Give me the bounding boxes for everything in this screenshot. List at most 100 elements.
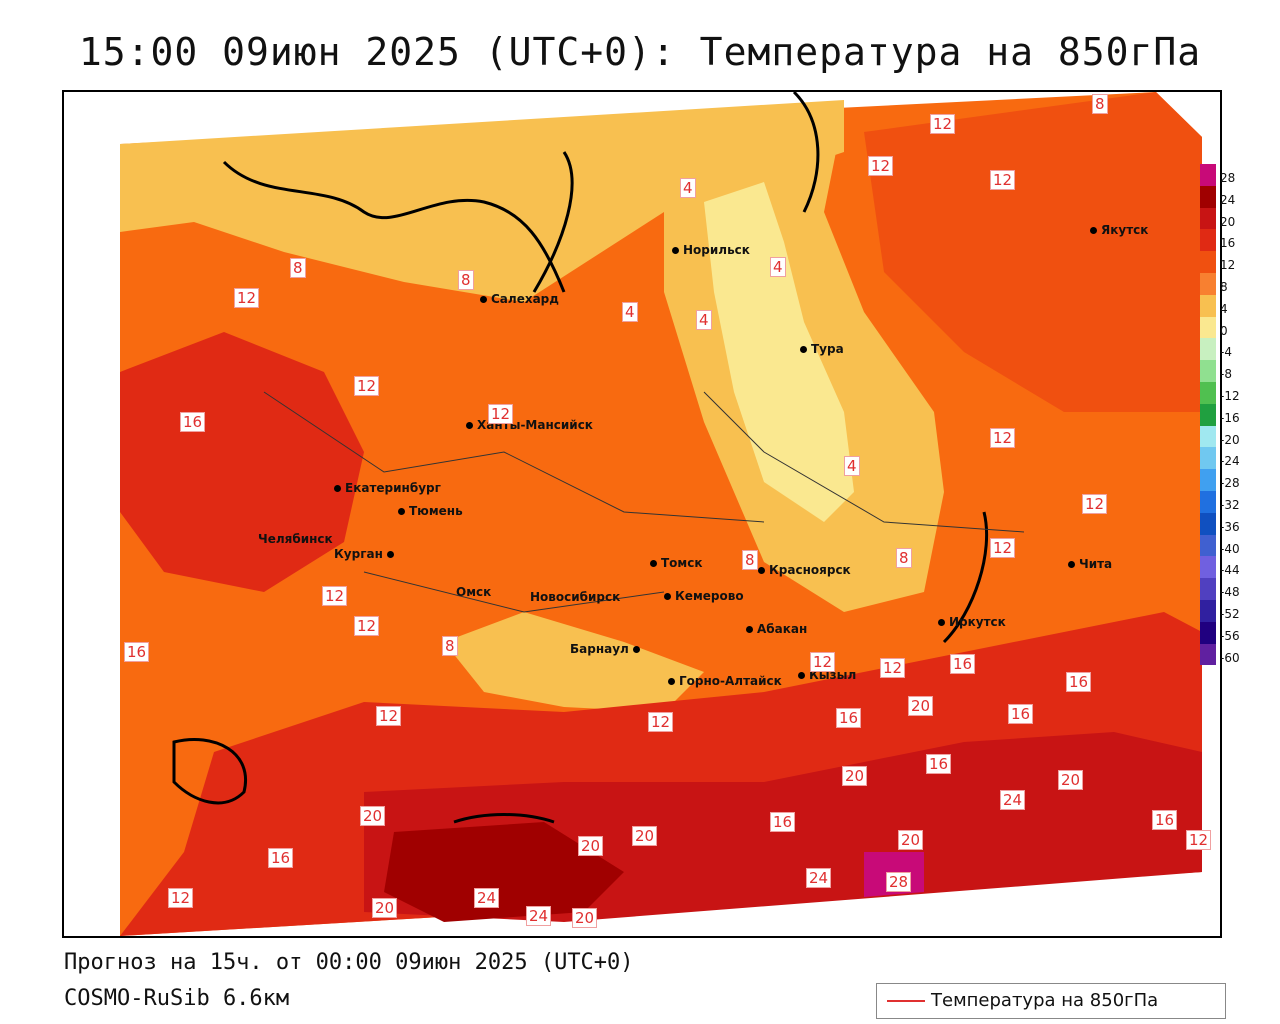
contour-label: 16 [1066, 672, 1092, 692]
colorbar-swatch [1200, 164, 1216, 186]
contour-label: 12 [488, 404, 514, 424]
contour-label: 12 [322, 586, 348, 606]
contour-label: 8 [442, 636, 458, 656]
colorbar-swatch [1200, 316, 1216, 339]
contour-label: 12 [354, 376, 380, 396]
colorbar-swatch [1200, 273, 1216, 295]
chart-title: 15:00 09июн 2025 (UTC+0): Температура на… [78, 30, 1202, 74]
contour-label: 16 [1008, 704, 1034, 724]
colorbar-tick-label: 4 [1220, 301, 1228, 316]
colorbar-swatch [1200, 403, 1216, 426]
colorbar-tick-label: -32 [1220, 498, 1240, 512]
city-omsk: Омск [456, 585, 492, 599]
city-krasnoyarsk: Красноярск [758, 563, 851, 577]
colorbar-swatch [1200, 229, 1216, 252]
colorbar-tick-label: -36 [1220, 519, 1240, 534]
city-barnaul: Барнаул [570, 642, 644, 656]
colorbar-swatch [1200, 469, 1216, 491]
colorbar-tick-label: 12 [1220, 258, 1236, 273]
forecast-info: Прогноз на 15ч. от 00:00 09июн 2025 (UTC… [64, 950, 634, 975]
contour-label: 20 [1058, 770, 1084, 790]
contour-label: 16 [180, 412, 206, 432]
colorbar-tick-label: -56 [1220, 628, 1240, 643]
colorbar-swatch [1200, 338, 1216, 361]
colorbar-tick-label: -52 [1220, 607, 1240, 621]
contour-label: 12 [234, 288, 260, 308]
colorbar-tick-label: -48 [1220, 585, 1240, 600]
model-name: COSMO-RuSib 6.6км [64, 986, 290, 1011]
colorbar-tick-label: -28 [1220, 476, 1240, 491]
colorbar-tick-label: 24 [1220, 192, 1236, 207]
contour-label: 20 [908, 696, 934, 716]
contour-label: 12 [868, 156, 894, 176]
colorbar-swatch [1200, 621, 1216, 644]
colorbar-swatch [1200, 294, 1216, 317]
contour-label: 20 [898, 830, 924, 850]
contour-label: 24 [526, 906, 552, 926]
contour-label: 20 [572, 908, 598, 928]
colorbar-swatch [1200, 447, 1216, 470]
contour-label: 8 [1092, 94, 1108, 114]
contour-label: 12 [990, 538, 1016, 558]
contour-label: 12 [930, 114, 956, 134]
colorbar-swatch [1200, 425, 1216, 448]
contour-label: 20 [372, 898, 398, 918]
colorbar-tick-label: -60 [1220, 650, 1240, 665]
contour-label: 12 [1082, 494, 1108, 514]
colorbar-swatch [1200, 512, 1216, 535]
city-norilsk: Норильск [672, 243, 750, 257]
colorbar-tick-label: -44 [1220, 563, 1240, 578]
contour-label: 16 [268, 848, 294, 868]
contour-label: 16 [770, 812, 796, 832]
map-field [64, 92, 1220, 936]
city-gorno-altaysk: Горно-Алтайск [668, 674, 782, 688]
contour-label: 12 [810, 652, 836, 672]
contour-label: 4 [844, 456, 860, 476]
contour-label: 8 [742, 550, 758, 570]
contour-label: 12 [990, 170, 1016, 190]
colorbar-tick-label: 20 [1220, 214, 1236, 229]
contour-label: 20 [360, 806, 386, 826]
colorbar-tick-label: -4 [1220, 345, 1232, 360]
colorbar-swatch [1200, 251, 1216, 273]
city-chita: Чита [1068, 557, 1112, 571]
city-tomsk: Томск [650, 556, 703, 570]
colorbar-swatch [1200, 578, 1216, 600]
contour-label: 16 [926, 754, 952, 774]
colorbar-tick-label: -16 [1220, 410, 1240, 425]
city-yekaterinburg: Екатеринбург [334, 481, 441, 495]
legend-label: Температура на 850гПа [931, 990, 1159, 1011]
colorbar-swatch [1200, 360, 1216, 382]
colorbar-swatch [1200, 600, 1216, 622]
city-khanty-mansiysk: Ханты-Мансийск [466, 418, 593, 432]
contour-label: 24 [806, 868, 832, 888]
contour-label: 28 [886, 872, 912, 892]
colorbar-tick-label: 16 [1220, 236, 1236, 251]
colorbar-swatch [1200, 643, 1216, 666]
city-abakan: Абакан [746, 622, 807, 636]
contour-label: 16 [950, 654, 976, 674]
contour-label: 12 [168, 888, 194, 908]
contour-label: 24 [474, 888, 500, 908]
city-kemerovo: Кемерово [664, 589, 744, 603]
temperature-map: Норильск Якутск Салехард Тура Ханты-Манс… [62, 90, 1222, 938]
contour-label: 4 [696, 310, 712, 330]
colorbar-swatch [1200, 491, 1216, 513]
city-chelyabinsk: Челябинск [258, 532, 333, 546]
contour-label: 12 [1186, 830, 1212, 850]
contour-label: 12 [376, 706, 402, 726]
city-kurgan: Курган [334, 547, 398, 561]
contour-label: 4 [770, 257, 786, 277]
contour-label: 12 [990, 428, 1016, 448]
contour-label: 8 [290, 258, 306, 278]
colorbar-tick-label: -20 [1220, 432, 1240, 447]
contour-label: 8 [458, 270, 474, 290]
contour-label: 12 [354, 616, 380, 636]
contour-label: 12 [648, 712, 674, 732]
contour-label: 16 [836, 708, 862, 728]
city-irkutsk: Иркутск [938, 615, 1006, 629]
colorbar-tick-label: -8 [1220, 367, 1232, 382]
colorbar-tick-label: 28 [1220, 171, 1236, 185]
colorbar-tick-label: -12 [1220, 389, 1240, 403]
contour-label: 16 [124, 642, 150, 662]
